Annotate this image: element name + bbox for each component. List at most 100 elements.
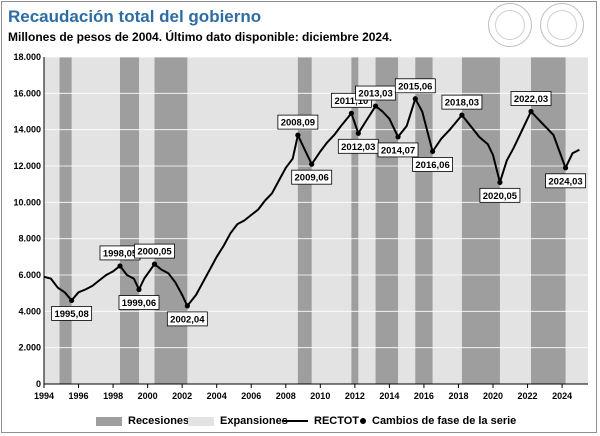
y-tick-label: 16.000 bbox=[13, 88, 41, 98]
x-tick-label: 2014 bbox=[379, 391, 399, 401]
turning-point-label-box bbox=[479, 187, 521, 203]
turning-point-marker bbox=[372, 103, 379, 109]
gridlines bbox=[44, 56, 588, 349]
y-tick-label: 0 bbox=[36, 379, 41, 389]
recession-band bbox=[461, 57, 500, 384]
institution-seal-logo bbox=[488, 3, 532, 47]
x-tick-label: 2000 bbox=[138, 391, 158, 401]
turning-point-marker bbox=[395, 134, 401, 140]
series-line-swatch bbox=[282, 420, 308, 422]
turning-point-marker bbox=[528, 108, 534, 115]
x-tick-label: 2008 bbox=[276, 391, 296, 401]
turning-point-label-box bbox=[51, 306, 93, 321]
y-tick-label: 14.000 bbox=[13, 125, 41, 135]
turning-point-label-box bbox=[510, 91, 552, 106]
x-tick-label: 1998 bbox=[103, 391, 123, 401]
turning-point-label: 2008,09 bbox=[281, 118, 315, 129]
y-tick-label: 4.000 bbox=[18, 306, 41, 316]
turning-point-label: 2002,04 bbox=[170, 314, 205, 325]
turning-point-marker bbox=[151, 261, 158, 267]
point-swatch bbox=[360, 418, 366, 424]
legend-label-series: RECTOT bbox=[314, 415, 360, 427]
turning-point-marker bbox=[348, 110, 355, 116]
turning-point-label: 2012,03 bbox=[341, 142, 375, 153]
turning-point-marker bbox=[412, 96, 418, 102]
turning-point-label: 2011,10 bbox=[334, 96, 368, 107]
y-tick-label: 6.000 bbox=[18, 270, 41, 280]
turning-point-marker bbox=[459, 112, 465, 118]
recession-band bbox=[119, 57, 139, 384]
turning-point-marker bbox=[69, 297, 75, 304]
x-tick-label: 2006 bbox=[241, 391, 261, 401]
series-line-rectot bbox=[43, 97, 580, 307]
turning-point-label-box bbox=[412, 157, 453, 172]
y-tick-label: 2.000 bbox=[18, 343, 41, 353]
recession-band bbox=[351, 57, 359, 384]
turning-point-label-box bbox=[545, 173, 586, 189]
axes bbox=[43, 57, 588, 388]
chart-subtitle: Millones de pesos de 2004. Último dato d… bbox=[8, 30, 393, 44]
turning-point-label: 2018,03 bbox=[445, 98, 479, 109]
recession-band bbox=[375, 57, 399, 384]
recession-band bbox=[415, 57, 433, 384]
x-tick-label: 1994 bbox=[34, 391, 54, 401]
legend-item-expansions: Expansiones bbox=[188, 413, 288, 429]
turning-point-label-box bbox=[166, 311, 208, 327]
recession-swatch bbox=[96, 416, 122, 426]
chamber-seal-logo bbox=[540, 3, 584, 47]
turning-point-label: 2009,06 bbox=[295, 173, 329, 184]
turning-point-label-box bbox=[118, 295, 160, 310]
x-tick-label: 2022 bbox=[518, 391, 538, 401]
turning-points: 1995,08 1998,05 1999,06 2000,05 2002,04 2008,… bbox=[51, 78, 586, 327]
x-tick-label: 2024 bbox=[552, 391, 572, 401]
turning-point-marker bbox=[429, 148, 436, 155]
x-tick-label: 2010 bbox=[310, 391, 330, 401]
turning-point-marker bbox=[562, 165, 569, 171]
y-tick-label: 12.000 bbox=[13, 161, 41, 171]
legend-item-recessions: Recesiones bbox=[96, 413, 189, 429]
turning-point-marker bbox=[295, 132, 301, 138]
x-tick-label: 2016 bbox=[414, 391, 434, 401]
chart-title: Recaudación total del gobierno bbox=[8, 7, 262, 26]
tick-labels: 0 2.000 4.000 6.000 8.000 10.000 12.000 14.000 1… bbox=[13, 52, 572, 401]
turning-point-marker bbox=[117, 263, 123, 269]
y-tick-label: 8.000 bbox=[18, 234, 41, 244]
legend-label-recessions: Recesiones bbox=[128, 415, 190, 427]
turning-point-label-box bbox=[291, 169, 333, 185]
turning-point-marker bbox=[497, 179, 503, 185]
legend-item-points: Cambios de fase de la serie bbox=[356, 413, 516, 429]
x-tick-label: 1996 bbox=[69, 391, 89, 401]
turning-point-marker bbox=[136, 286, 142, 293]
turning-point-label: 2000,05 bbox=[137, 247, 172, 258]
turning-point-marker bbox=[184, 303, 190, 309]
turning-point-label-box bbox=[134, 243, 175, 259]
x-tick-label: 2018 bbox=[448, 391, 468, 401]
turning-point-label-box bbox=[377, 142, 419, 158]
legend-label-points: Cambios de fase de la serie bbox=[372, 415, 517, 427]
turning-point-label-box bbox=[441, 94, 483, 110]
recession-band bbox=[154, 57, 188, 384]
turning-point-label-box bbox=[394, 78, 436, 94]
turning-point-label: 2020,05 bbox=[483, 191, 518, 202]
turning-point-label: 2015,06 bbox=[398, 81, 432, 92]
turning-point-label: 2022,03 bbox=[514, 94, 548, 105]
turning-point-label: 1998,05 bbox=[103, 248, 138, 259]
expansion-swatch bbox=[188, 416, 214, 426]
x-tick-label: 2002 bbox=[172, 391, 192, 401]
turning-point-label: 2024,03 bbox=[548, 176, 582, 187]
turning-point-label: 2014,07 bbox=[381, 145, 415, 156]
turning-point-label: 2013,03 bbox=[358, 89, 392, 100]
turning-point-marker bbox=[355, 130, 361, 136]
legend: Recesiones Expansiones RECTOT Cambios de… bbox=[0, 413, 600, 429]
turning-point-label-box bbox=[277, 114, 319, 130]
x-tick-label: 2020 bbox=[483, 391, 503, 401]
y-tick-label: 10.000 bbox=[13, 197, 41, 207]
legend-item-series: RECTOT bbox=[282, 413, 359, 429]
recession-band bbox=[531, 57, 566, 384]
x-tick-label: 2012 bbox=[345, 391, 365, 401]
turning-point-marker bbox=[309, 161, 315, 167]
turning-point-label: 2016,06 bbox=[415, 160, 449, 171]
phase-bands bbox=[44, 57, 588, 384]
y-tick-label: 18.000 bbox=[13, 52, 41, 62]
